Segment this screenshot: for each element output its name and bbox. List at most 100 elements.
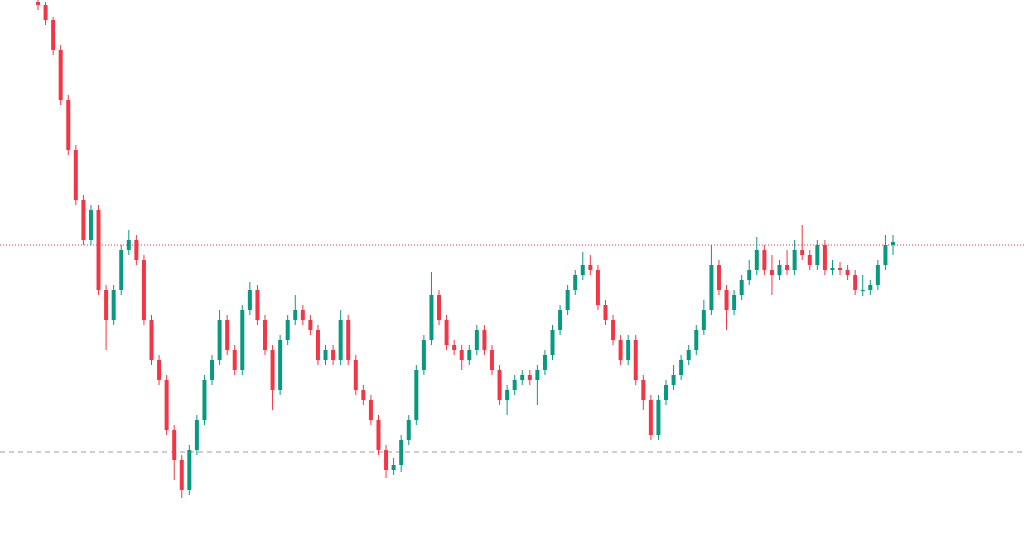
candle-body (497, 370, 502, 400)
candle-body (331, 350, 336, 360)
candle-body (126, 240, 131, 250)
candle-body (618, 340, 623, 360)
candle-body (815, 245, 820, 265)
candle-body (830, 268, 835, 270)
candle-body (376, 420, 381, 450)
candle-body (119, 250, 124, 290)
candle-body (482, 330, 487, 350)
candle-body (769, 270, 774, 275)
candle-body (187, 450, 192, 490)
candle-body (43, 5, 48, 20)
candle-body (762, 250, 767, 270)
candle-body (36, 2, 40, 5)
candle-body (81, 200, 86, 240)
candle-body (573, 275, 578, 290)
candle-body (111, 290, 116, 320)
candle-body (346, 320, 351, 360)
candle-body (429, 295, 434, 340)
candle-body (361, 390, 366, 400)
candle-body (323, 350, 328, 360)
candle-body (452, 345, 457, 350)
candle-body (550, 330, 555, 355)
candle-body (838, 268, 843, 270)
candle-body (694, 330, 699, 350)
candle-body (225, 320, 230, 350)
candle-body (671, 375, 676, 385)
candle-body (792, 250, 797, 270)
candle-body (399, 440, 404, 465)
candle-body (800, 250, 805, 255)
candle-body (565, 290, 570, 310)
candle-body (868, 285, 873, 290)
candle-body (679, 360, 684, 375)
candle-body (860, 290, 865, 291)
candle-body (611, 320, 616, 340)
candle-body (391, 465, 396, 470)
candle-body (535, 370, 540, 380)
candle-body (164, 380, 169, 430)
candle-body (134, 240, 139, 260)
candle-body (262, 320, 267, 350)
candle-body (724, 290, 729, 310)
candle-body (88, 210, 93, 240)
candle-body (149, 320, 154, 360)
candle-body (308, 320, 313, 330)
candle-body (384, 450, 389, 470)
candle-body (641, 380, 646, 400)
candle-body (686, 350, 691, 360)
candle-body (421, 340, 426, 370)
candle-body (527, 375, 532, 380)
candle-body (883, 245, 888, 265)
candle-body (489, 350, 494, 370)
candle-body (785, 265, 790, 270)
candle-body (580, 265, 585, 275)
candle-body (558, 310, 563, 330)
candle-body (588, 265, 593, 270)
candle-body (172, 430, 177, 460)
candle-body (505, 390, 510, 400)
candle-body (777, 265, 782, 275)
candle-body (467, 350, 472, 360)
candle-body (285, 320, 290, 340)
candle-body (73, 150, 78, 200)
candle-body (891, 242, 895, 245)
candle-body (512, 380, 517, 390)
candle-body (739, 280, 744, 295)
candle-body (603, 305, 608, 320)
candle-body (732, 295, 737, 310)
candle-body (656, 400, 661, 435)
candle-body (437, 295, 442, 320)
candle-body (459, 350, 464, 360)
candle-body (406, 420, 411, 440)
candle-body (709, 265, 714, 310)
candle-body (58, 50, 63, 100)
candle-body (853, 275, 858, 290)
candle-body (875, 265, 880, 285)
candle-body (278, 340, 283, 390)
candle-body (716, 265, 721, 290)
candle-body (194, 420, 199, 450)
candle-body (157, 360, 162, 380)
candle-body (648, 400, 653, 435)
candle-body (633, 340, 638, 380)
candle-body (293, 310, 298, 320)
candle-body (270, 350, 275, 390)
candle-body (141, 260, 146, 320)
candle-body (338, 320, 343, 360)
candle-body (414, 370, 419, 420)
candle-body (300, 310, 305, 320)
candle-body (626, 340, 631, 360)
candle-body (104, 290, 109, 320)
candle-body (66, 100, 71, 150)
candle-body (315, 330, 320, 360)
candle-body (542, 355, 547, 370)
candle-body (444, 320, 449, 345)
candle-body (51, 20, 56, 50)
candle-body (232, 350, 237, 370)
candle-body (240, 310, 245, 370)
candle-body (807, 255, 812, 265)
candle-body (179, 460, 184, 490)
candle-body (353, 360, 358, 390)
